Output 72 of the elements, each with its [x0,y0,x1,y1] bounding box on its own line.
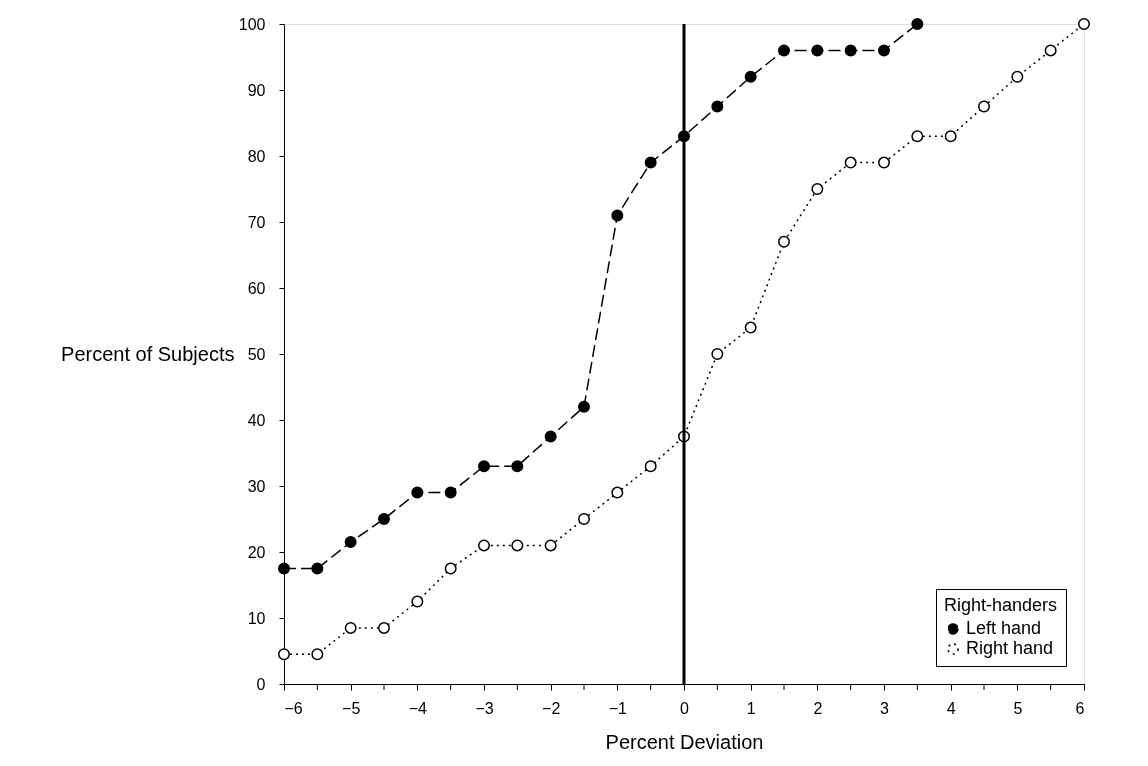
point [578,400,590,413]
y-tick-label: 70 [247,213,266,231]
x-tick-label: −2 [542,699,561,717]
point [811,44,824,57]
point [944,130,957,143]
y-tick-label: 10 [247,609,266,627]
point [378,513,390,525]
x-tick-label: −5 [342,699,361,717]
point [778,44,790,57]
point [878,44,890,57]
x-tick-label: 3 [880,699,890,717]
x-tick-label: 6 [1075,699,1085,717]
point [544,539,557,552]
point [611,209,624,222]
point [444,562,457,575]
legend-label: Left hand [966,618,1042,638]
point [444,486,457,499]
y-tick-label: 20 [247,543,266,561]
legend-label: Right hand [966,638,1054,658]
y-tick-label: 60 [247,279,266,297]
point [878,156,890,169]
x-tick-label: −1 [608,699,628,717]
point [478,539,490,552]
point [378,621,390,634]
point [411,595,424,608]
point [644,156,657,169]
point [311,648,324,661]
point [511,539,524,552]
point [478,460,490,473]
point [711,100,724,113]
y-tick-label: 100 [238,15,266,33]
y-tick-label: 30 [247,477,266,495]
y-tick-label: 0 [256,675,266,693]
x-tick-label: −3 [475,699,494,717]
y-tick-label: 40 [247,411,266,429]
point [544,430,557,443]
point [278,648,290,661]
point [844,156,857,169]
point [278,562,290,575]
point [411,486,424,499]
point [611,486,624,499]
point [578,513,590,525]
point [1011,70,1024,83]
y-axis-title: Percent of Subjects [61,342,235,365]
point [744,321,757,334]
y-tick-label: 90 [247,81,266,99]
y-tick-label: 50 [247,345,266,363]
y-tick-label: 80 [247,147,266,165]
x-tick-label: 2 [813,699,823,717]
x-tick-label: 0 [680,699,690,717]
point [644,460,657,473]
point [744,70,757,83]
point [344,536,357,549]
point [311,562,324,575]
x-axis-title: Percent Deviation [605,730,764,753]
x-tick-label: −6 [284,699,303,717]
point [811,183,824,195]
point [711,348,724,360]
x-tick-label: 4 [946,699,956,717]
point [344,621,357,634]
point [1078,18,1090,30]
point [1044,44,1057,57]
x-tick-label: 5 [1013,699,1023,717]
point [778,235,790,248]
point [978,100,990,113]
point [511,460,524,473]
point [911,18,924,30]
legend-title: Right-handers [944,595,1058,615]
point [911,130,924,143]
x-tick-label: 1 [746,699,756,717]
point [844,44,857,57]
x-tick-label: −4 [408,699,428,717]
